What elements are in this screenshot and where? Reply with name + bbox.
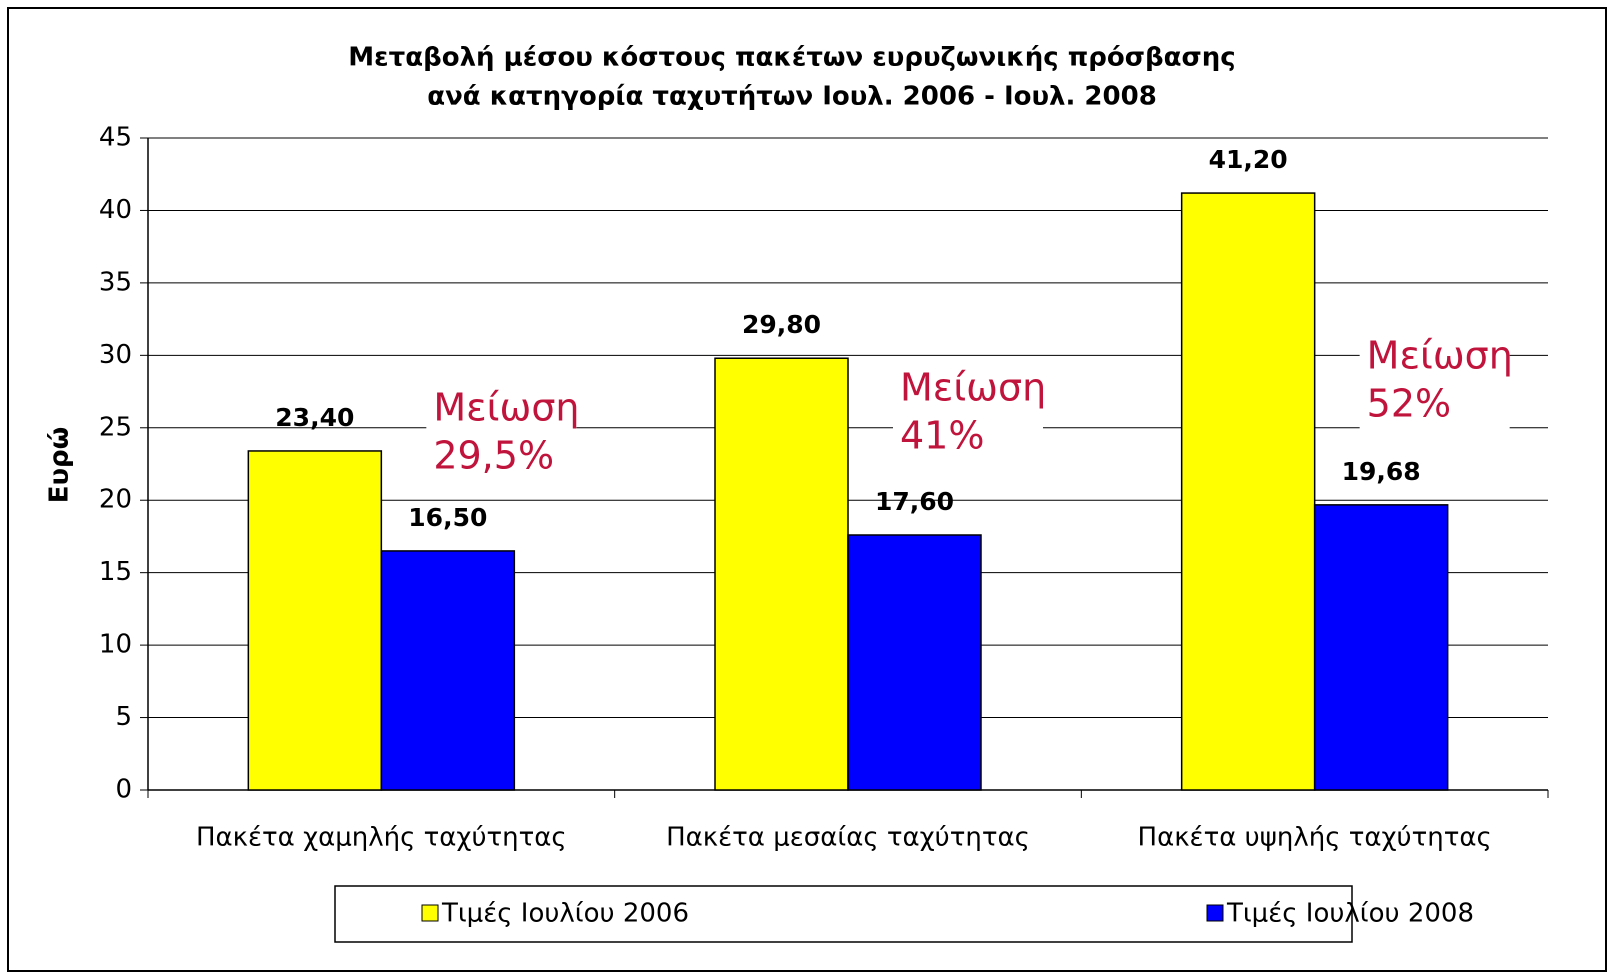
y-tick-label: 10: [99, 630, 132, 660]
annotation: 29,5%: [433, 434, 554, 478]
y-tick-label: 15: [99, 557, 132, 587]
legend-label: Τιμές Ιουλίου 2008: [1226, 899, 1474, 929]
annotation: Μείωση: [900, 366, 1046, 410]
y-tick-label: 0: [115, 775, 132, 805]
chart-title: Μεταβολή μέσου κόστους πακέτων ευρυζωνικ…: [348, 43, 1235, 73]
bar: [847, 534, 982, 791]
bar: [714, 357, 849, 791]
data-label: 16,50: [408, 503, 487, 532]
annotation: Μείωση: [433, 386, 579, 430]
y-tick-label: 45: [99, 123, 132, 153]
data-label: 29,80: [742, 310, 821, 339]
annotation: 41%: [900, 414, 984, 458]
data-label: 41,20: [1209, 145, 1288, 174]
bar: [1313, 504, 1449, 791]
data-label: 19,68: [1342, 457, 1421, 486]
annotation-bg: [893, 362, 1043, 466]
y-tick-label: 30: [99, 340, 132, 370]
legend: [334, 885, 1353, 943]
annotation: 52%: [1367, 382, 1451, 426]
legend-swatch: [1206, 904, 1224, 922]
y-tick-label: 40: [99, 195, 132, 225]
y-tick-label: 35: [99, 267, 132, 297]
annotation: Μείωση: [1367, 334, 1513, 378]
y-tick-label: 20: [99, 485, 132, 515]
x-tick-label: Πακέτα χαμηλής ταχύτητας: [196, 823, 567, 853]
chart-title: ανά κατηγορία ταχυτήτων Ιουλ. 2006 - Ιου…: [427, 82, 1157, 112]
bar: [380, 550, 516, 791]
data-label: 17,60: [875, 487, 954, 516]
annotation-bg: [426, 382, 577, 486]
bar: [1180, 192, 1316, 791]
x-tick-label: Πακέτα υψηλής ταχύτητας: [1138, 823, 1492, 853]
legend-swatch: [421, 904, 439, 922]
y-tick-label: 25: [99, 412, 132, 442]
bar: [247, 450, 383, 791]
y-tick-label: 5: [115, 702, 132, 732]
legend-label: Τιμές Ιουλίου 2006: [441, 899, 689, 929]
x-tick-label: Πακέτα μεσαίας ταχύτητας: [666, 823, 1030, 853]
annotation-bg: [1359, 330, 1510, 434]
y-axis-label: Ευρώ: [45, 427, 75, 504]
data-label: 23,40: [275, 403, 354, 432]
